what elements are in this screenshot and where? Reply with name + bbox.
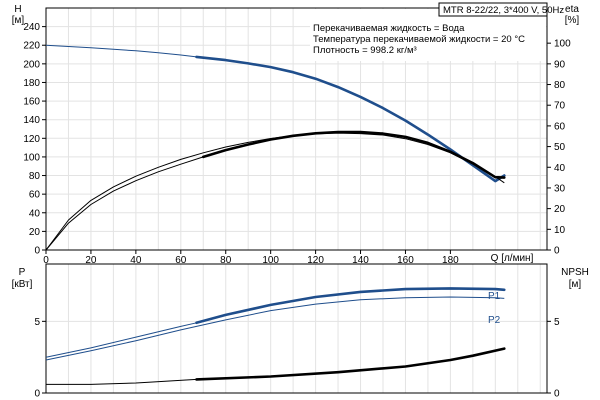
x-tick-label: 20 [85, 255, 97, 266]
x-axis-label: Q [л/мин] [491, 253, 534, 264]
title-box-frame [438, 2, 548, 17]
top-chart-ticks: 0204060801001201401601802002202400102030… [23, 22, 571, 266]
bottom-series-P1-operating-range [195, 287, 506, 325]
top-left-tick-label: 80 [29, 171, 41, 182]
top-right-tick-label: 100 [554, 39, 571, 50]
bottom-chart-ticks: 0 5 0 5 [34, 317, 560, 400]
top-left-axis-label-name: H [14, 4, 21, 15]
top-series-eta_a-operating-range [202, 130, 506, 179]
bottom-series-P2-line [45, 296, 505, 361]
top-left-tick-label: 200 [23, 59, 40, 70]
info-line-density: Плотность = 998.2 кг/м³ [313, 45, 417, 56]
x-tick-label: 40 [130, 255, 142, 266]
x-tick-label: 120 [307, 255, 324, 266]
x-tick-label: 180 [442, 255, 459, 266]
top-right-tick-label: 50 [554, 142, 566, 153]
bottom-left-axis-label-unit: [кВт] [12, 279, 33, 290]
top-left-tick-label: 100 [23, 152, 40, 163]
bottom-series-P1-line [45, 287, 505, 358]
bottom-series-NPSH-operating-range [195, 347, 506, 381]
top-left-tick-label: 60 [29, 190, 41, 201]
top-right-tick-label: 80 [554, 80, 566, 91]
bottom-left-tick-label: 0 [34, 389, 40, 400]
top-left-tick-label: 220 [23, 41, 40, 52]
top-right-tick-label: 60 [554, 121, 566, 132]
bottom-right-tick-label: 0 [554, 389, 560, 400]
top-right-tick-label: 10 [554, 225, 566, 236]
top-left-tick-label: 20 [29, 227, 41, 238]
top-left-tick-label: 120 [23, 134, 40, 145]
top-right-tick-label: 90 [554, 59, 566, 70]
series-label-p1: P1 [488, 291, 501, 302]
top-left-tick-label: 180 [23, 78, 40, 89]
top-right-axis-label-name: eta [565, 4, 579, 15]
title-box-text: MTR 8-22/22, 3*400 V, 50Hz [443, 5, 564, 16]
bottom-series-NPSH-line [46, 348, 505, 385]
top-right-axis-label-unit: [%] [565, 15, 580, 26]
bottom-right-axis-label-name: NPSH [561, 267, 589, 278]
info-line-fluid: Перекачиваемая жидкость = Вода [313, 23, 465, 34]
bottom-chart-frame [45, 263, 548, 394]
top-series-eta_b-line [45, 132, 505, 251]
top-right-tick-label: 30 [554, 183, 566, 194]
x-tick-label: 140 [352, 255, 369, 266]
top-right-tick-label: 70 [554, 101, 566, 112]
top-right-tick-label: 20 [554, 204, 566, 215]
bottom-right-tick-label: 5 [554, 317, 560, 328]
info-line-temperature: Температура перекачиваемой жидкости = 20… [313, 34, 525, 45]
bottom-chart-series [45, 287, 506, 385]
top-left-tick-label: 0 [34, 246, 40, 257]
x-tick-label: 0 [43, 255, 49, 266]
series-label-p2: P2 [488, 315, 501, 326]
x-tick-label: 80 [220, 255, 232, 266]
top-left-tick-label: 40 [29, 208, 41, 219]
info-box-background [310, 9, 546, 61]
top-series-eta_a-line [45, 131, 505, 251]
bottom-left-tick-label: 5 [34, 317, 40, 328]
bottom-left-axis-label-name: P [19, 267, 26, 278]
top-left-tick-label: 240 [23, 22, 40, 33]
top-left-tick-label: 140 [23, 115, 40, 126]
bottom-right-axis-label-unit: [м] [569, 279, 582, 290]
x-tick-label: 60 [175, 255, 187, 266]
top-left-axis-label-unit: [м] [12, 15, 25, 26]
top-right-tick-label: 40 [554, 163, 566, 174]
top-series-H-line [45, 44, 505, 182]
top-left-tick-label: 160 [23, 97, 40, 108]
x-tick-label: 100 [262, 255, 279, 266]
top-chart-frame [45, 7, 548, 251]
top-series-H-operating-range [195, 55, 506, 183]
top-chart-series [45, 44, 506, 251]
x-tick-label: 160 [397, 255, 414, 266]
top-right-tick-label: 0 [554, 246, 560, 257]
